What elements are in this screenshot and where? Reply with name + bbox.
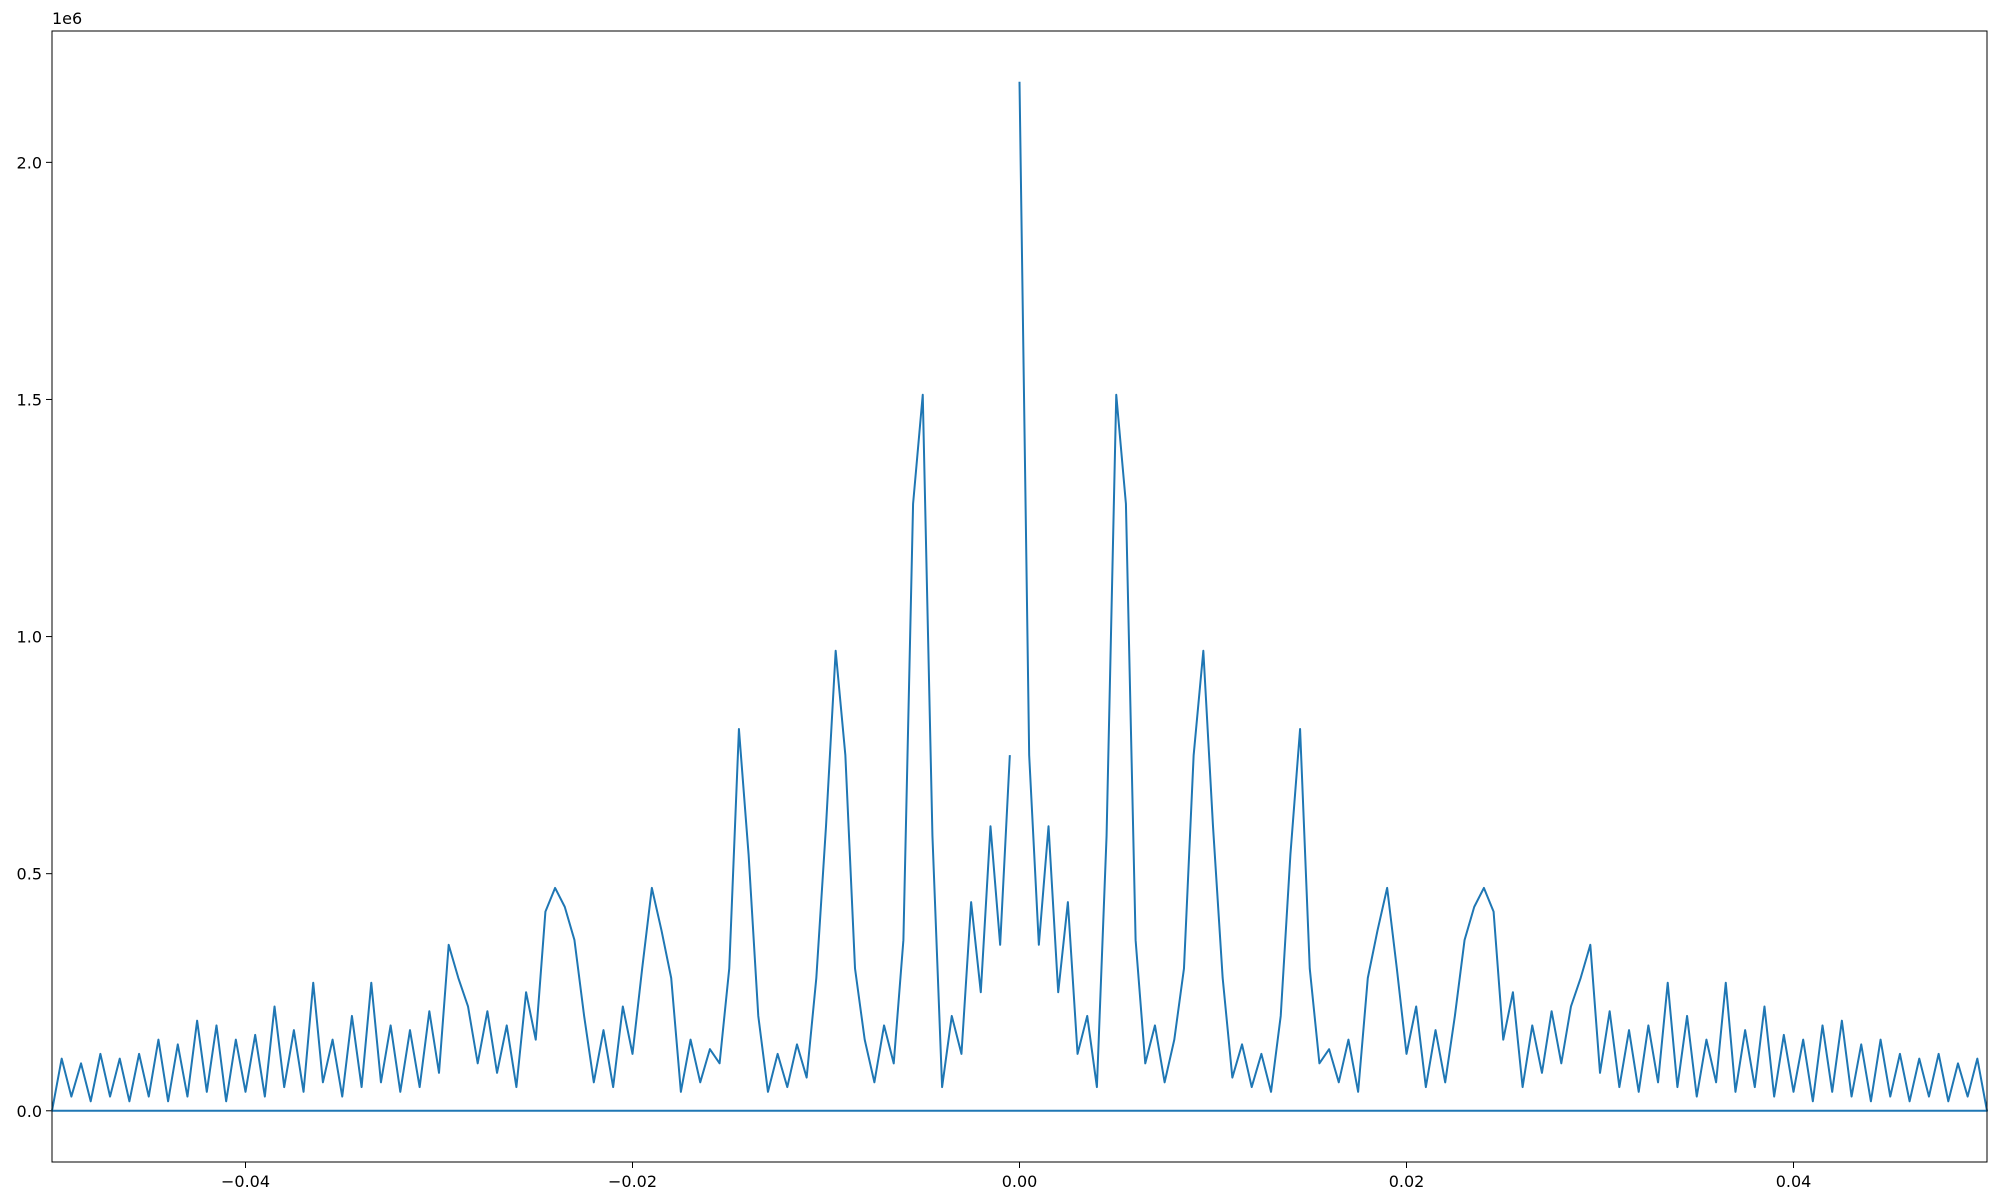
y-tick-label: 1.5 [17,390,42,409]
x-tick-label: −0.04 [221,1172,270,1191]
axes-frame [51,30,1988,1163]
y-tick-label: 1.0 [17,628,42,647]
x-tick-label: 0.02 [1389,1172,1425,1191]
y-tick-label: 0.0 [17,1102,42,1121]
x-tick-label: 0.04 [1776,1172,1812,1191]
x-tick-label: −0.02 [608,1172,657,1191]
y-tick-label: 2.0 [17,153,42,172]
x-tick-label: 0.00 [1002,1172,1038,1191]
y-tick-label: 0.5 [17,865,42,884]
y-offset-label: 1e6 [52,9,82,28]
